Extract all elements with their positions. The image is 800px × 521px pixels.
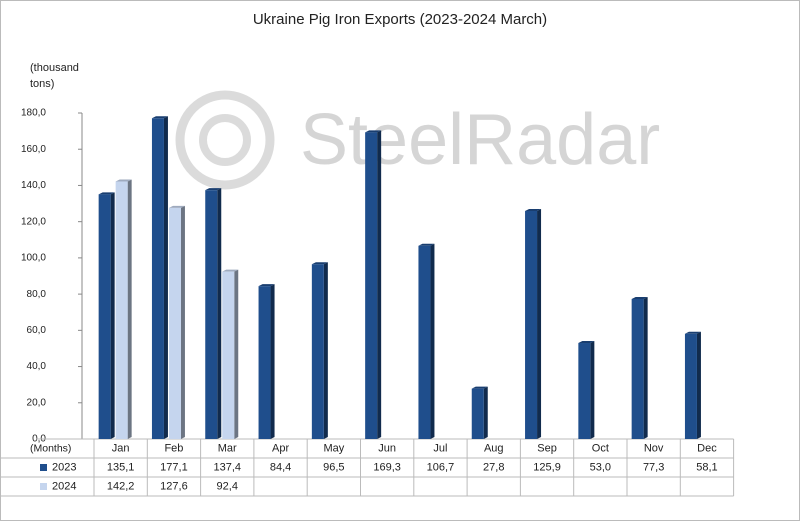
y-tick-label: 160,0 xyxy=(21,144,46,155)
bar xyxy=(98,194,111,439)
legend-swatch xyxy=(40,483,47,490)
data-label: 77,3 xyxy=(643,461,664,473)
x-tick-label: Jul xyxy=(433,442,447,454)
x-tick-label: Oct xyxy=(592,442,609,454)
bar-side xyxy=(483,386,488,439)
x-tick-label: Jun xyxy=(378,442,396,454)
data-label: 125,9 xyxy=(533,461,561,473)
data-label: 106,7 xyxy=(427,461,455,473)
x-tick-label: Sep xyxy=(537,442,557,454)
x-tick-label: Feb xyxy=(164,442,183,454)
bar xyxy=(418,245,431,439)
y-tick-label: 120,0 xyxy=(21,216,46,227)
bar-top xyxy=(115,179,132,182)
data-label: 27,8 xyxy=(483,461,504,473)
y-tick-label: 140,0 xyxy=(21,180,46,191)
bar xyxy=(258,286,271,439)
bar xyxy=(684,333,697,439)
data-label: 177,1 xyxy=(160,461,188,473)
legend-label: 2024 xyxy=(52,480,76,492)
x-axis-label: (Months) xyxy=(30,442,71,454)
bar-top xyxy=(258,284,275,287)
bar xyxy=(578,343,591,439)
bar-side xyxy=(270,284,275,439)
data-label: 137,4 xyxy=(213,461,241,473)
y-tick-label: 40,0 xyxy=(27,361,47,372)
chart-title: Ukraine Pig Iron Exports (2023-2024 Marc… xyxy=(253,11,547,28)
data-label: 135,1 xyxy=(107,461,135,473)
bar xyxy=(631,299,644,439)
data-label: 127,6 xyxy=(160,480,188,492)
bar-side xyxy=(180,205,185,439)
y-tick-label: 80,0 xyxy=(27,289,47,300)
bar xyxy=(222,271,235,439)
bar-side xyxy=(643,297,648,439)
data-label: 84,4 xyxy=(270,461,291,473)
bar xyxy=(525,210,538,439)
bar-top xyxy=(205,188,222,191)
x-tick-label: Nov xyxy=(644,442,664,454)
y-tick-label: 180,0 xyxy=(21,108,46,119)
x-tick-label: Mar xyxy=(218,442,237,454)
y-tick-label: 20,0 xyxy=(27,397,47,408)
data-label: 58,1 xyxy=(696,461,717,473)
bar-top xyxy=(365,130,382,133)
bar xyxy=(151,118,164,439)
bar-top xyxy=(168,205,185,208)
bar-side xyxy=(110,192,115,439)
y-tick-label: 60,0 xyxy=(27,325,47,336)
data-label: 96,5 xyxy=(323,461,344,473)
logo-ring xyxy=(199,114,251,166)
bar xyxy=(205,190,218,439)
bar-top xyxy=(525,208,542,211)
bar xyxy=(115,181,128,439)
x-tick-label: May xyxy=(323,442,344,454)
y-axis-label: (thousand tons) xyxy=(30,62,79,90)
bar xyxy=(311,264,324,439)
bar-top xyxy=(418,243,435,246)
bar-side xyxy=(537,208,542,439)
legend-label: 2023 xyxy=(52,461,76,473)
bar-side xyxy=(234,269,239,439)
bar-top xyxy=(578,341,595,344)
legend-swatch xyxy=(40,464,47,471)
bar-top xyxy=(98,192,115,195)
y-tick-label: 100,0 xyxy=(21,253,46,264)
logo: SteelRadar xyxy=(175,90,660,190)
bar-top xyxy=(471,386,488,389)
bar-side xyxy=(430,243,435,439)
bar-top xyxy=(311,262,328,265)
bar xyxy=(365,132,378,439)
bar-side xyxy=(323,262,328,439)
bar-side xyxy=(590,341,595,439)
bar-top xyxy=(222,269,239,272)
bar-side xyxy=(163,116,168,439)
bar-top xyxy=(631,297,648,300)
bar-side xyxy=(377,130,382,439)
watermark: SteelRadar xyxy=(300,100,660,180)
bar-top xyxy=(684,331,701,334)
logo-ring xyxy=(175,90,275,190)
x-tick-label: Aug xyxy=(484,442,504,454)
x-tick-label: Apr xyxy=(272,442,289,454)
data-label: 142,2 xyxy=(107,480,135,492)
x-tick-label: Dec xyxy=(697,442,717,454)
bar xyxy=(168,207,181,439)
x-tick-label: Jan xyxy=(112,442,130,454)
bar-top xyxy=(151,116,168,119)
bar-side xyxy=(217,188,222,439)
data-label: 169,3 xyxy=(373,461,401,473)
data-label: 53,0 xyxy=(590,461,611,473)
bar xyxy=(471,388,484,439)
bar-side xyxy=(696,331,701,439)
bar-side xyxy=(127,179,132,439)
data-label: 92,4 xyxy=(217,480,238,492)
